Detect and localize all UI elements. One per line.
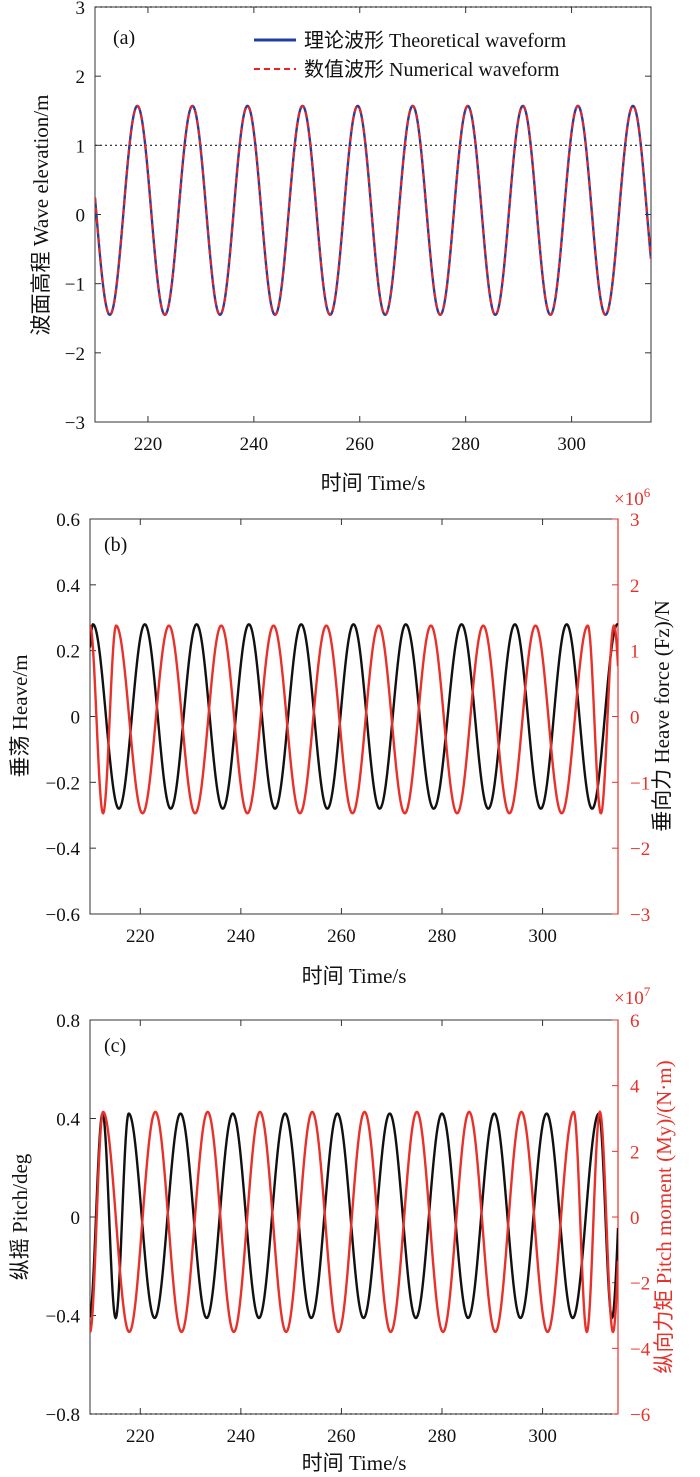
series-a: [95, 104, 651, 317]
x-tick-label: 300: [557, 434, 586, 455]
x-tick-label: 220: [126, 1426, 155, 1447]
y-right-tick-label: 0: [630, 1208, 640, 1229]
y-axis-label-a: 波面高程 Wave elevation/m: [29, 95, 53, 336]
ticks-b: 220 240 260 280 300 −0.6 −0.4 −0.2 0 0.2 0.4 0.6 −3 −…: [46, 510, 651, 947]
x-tick-label: 280: [428, 1426, 457, 1447]
x-tick-label: 220: [134, 434, 163, 455]
ticks-a: 220 240 260 280 300 −3 −2 −1 0 1 2 3: [65, 0, 651, 455]
x-axis-label-b: 时间 Time/s: [302, 964, 407, 988]
x-tick-label: 240: [227, 1426, 256, 1447]
x-tick-label: 260: [327, 1426, 356, 1447]
x-tick-label: 260: [346, 434, 375, 455]
y-tick-label: 2: [76, 67, 86, 88]
y-right-tick-label: 6: [630, 1011, 640, 1032]
y-right-tick-label: 3: [630, 510, 640, 531]
y-tick-label: 3: [76, 0, 86, 19]
y-right-tick-label: −3: [630, 905, 650, 926]
series-c: [90, 1110, 618, 1334]
y-tick-label: 0.4: [56, 1110, 80, 1131]
y-right-tick-label: −2: [630, 1274, 650, 1295]
y-right-tick-label: −4: [630, 1339, 651, 1360]
x-tick-label: 240: [240, 434, 269, 455]
panel-label-a: (a): [113, 27, 135, 49]
y-right-tick-label: −1: [630, 773, 650, 794]
right-multiplier-b: ×106: [614, 485, 651, 510]
series-line: [90, 1112, 618, 1320]
y-tick-label: 0.2: [56, 642, 80, 663]
y-axis-right-label-c: 纵向力矩 Pitch moment (My)/(N·m): [652, 1060, 676, 1373]
y-axis-label-c: 纵摇 Pitch/deg: [8, 1153, 32, 1280]
legend-a: 理论波形 Theoretical waveform 数值波形 Numerical…: [254, 29, 567, 81]
y-tick-label: −0.8: [46, 1405, 80, 1426]
series-b: [90, 622, 618, 815]
y-tick-label: 0: [71, 1208, 81, 1229]
x-tick-label: 240: [227, 926, 256, 947]
series-line: [95, 104, 651, 317]
ticks-c: 220 240 260 280 300 −0.8 −0.4 0 0.4 0.8 −6 −4 −2 0 2 4 6: [46, 1011, 651, 1447]
y-tick-label: 0.6: [56, 510, 80, 531]
panel-a: 220 240 260 280 300 −3 −2 −1 0 1 2 3 (a) 理论波形 Theor…: [29, 0, 652, 495]
x-tick-label: 300: [528, 926, 557, 947]
x-axis-label-a: 时间 Time/s: [321, 471, 426, 495]
series-right-line: [90, 624, 618, 815]
x-tick-label: 300: [528, 1426, 557, 1447]
x-axis-label-c: 时间 Time/s: [302, 1451, 407, 1475]
x-tick-label: 280: [451, 434, 480, 455]
panel-label-c: (c): [104, 1035, 126, 1057]
y-axis-right-label-b: 垂向力 Heave force (Fz)/N: [650, 600, 674, 832]
y-right-tick-label: −2: [630, 839, 650, 860]
y-tick-label: 0: [71, 708, 81, 729]
panel-b: 220 240 260 280 300 −0.6 −0.4 −0.2 0 0.2 0.4 0.6 −3 −…: [8, 485, 674, 988]
series-right-line: [90, 1110, 618, 1334]
panel-c: 220 240 260 280 300 −0.8 −0.4 0 0.4 0.8 −6 −4 −2 0 2 4 6…: [8, 984, 676, 1475]
x-tick-label: 280: [428, 926, 457, 947]
y-axis-label-b: 垂荡 Heave/m: [8, 654, 32, 777]
plot-frame-b: [89, 518, 619, 915]
x-tick-label: 260: [327, 926, 356, 947]
right-multiplier-c: ×107: [614, 984, 651, 1009]
y-tick-label: 0: [76, 206, 86, 227]
series-line: [90, 622, 618, 810]
y-right-tick-label: 1: [630, 642, 640, 663]
legend-label-theoretical: 理论波形 Theoretical waveform: [304, 29, 567, 52]
y-tick-label: −1: [65, 275, 85, 296]
x-tick-label: 220: [126, 926, 155, 947]
panel-label-b: (b): [104, 534, 127, 556]
y-tick-label: −0.4: [46, 1307, 81, 1328]
y-right-tick-label: 4: [630, 1077, 640, 1098]
y-tick-label: −0.4: [46, 839, 81, 860]
y-tick-label: 0.4: [56, 576, 80, 597]
y-right-tick-label: 2: [630, 1142, 640, 1163]
y-right-tick-label: 0: [630, 708, 640, 729]
y-tick-label: −3: [65, 413, 85, 434]
y-tick-label: −2: [65, 344, 85, 365]
y-right-tick-label: −6: [630, 1405, 650, 1426]
y-tick-label: 0.8: [56, 1011, 80, 1032]
legend-label-numerical: 数值波形 Numerical waveform: [304, 58, 560, 81]
y-right-tick-label: 2: [630, 576, 640, 597]
series-numerical-line: [95, 104, 651, 316]
y-tick-label: −0.2: [46, 773, 80, 794]
y-tick-label: 1: [76, 136, 86, 157]
y-tick-label: −0.6: [46, 905, 80, 926]
